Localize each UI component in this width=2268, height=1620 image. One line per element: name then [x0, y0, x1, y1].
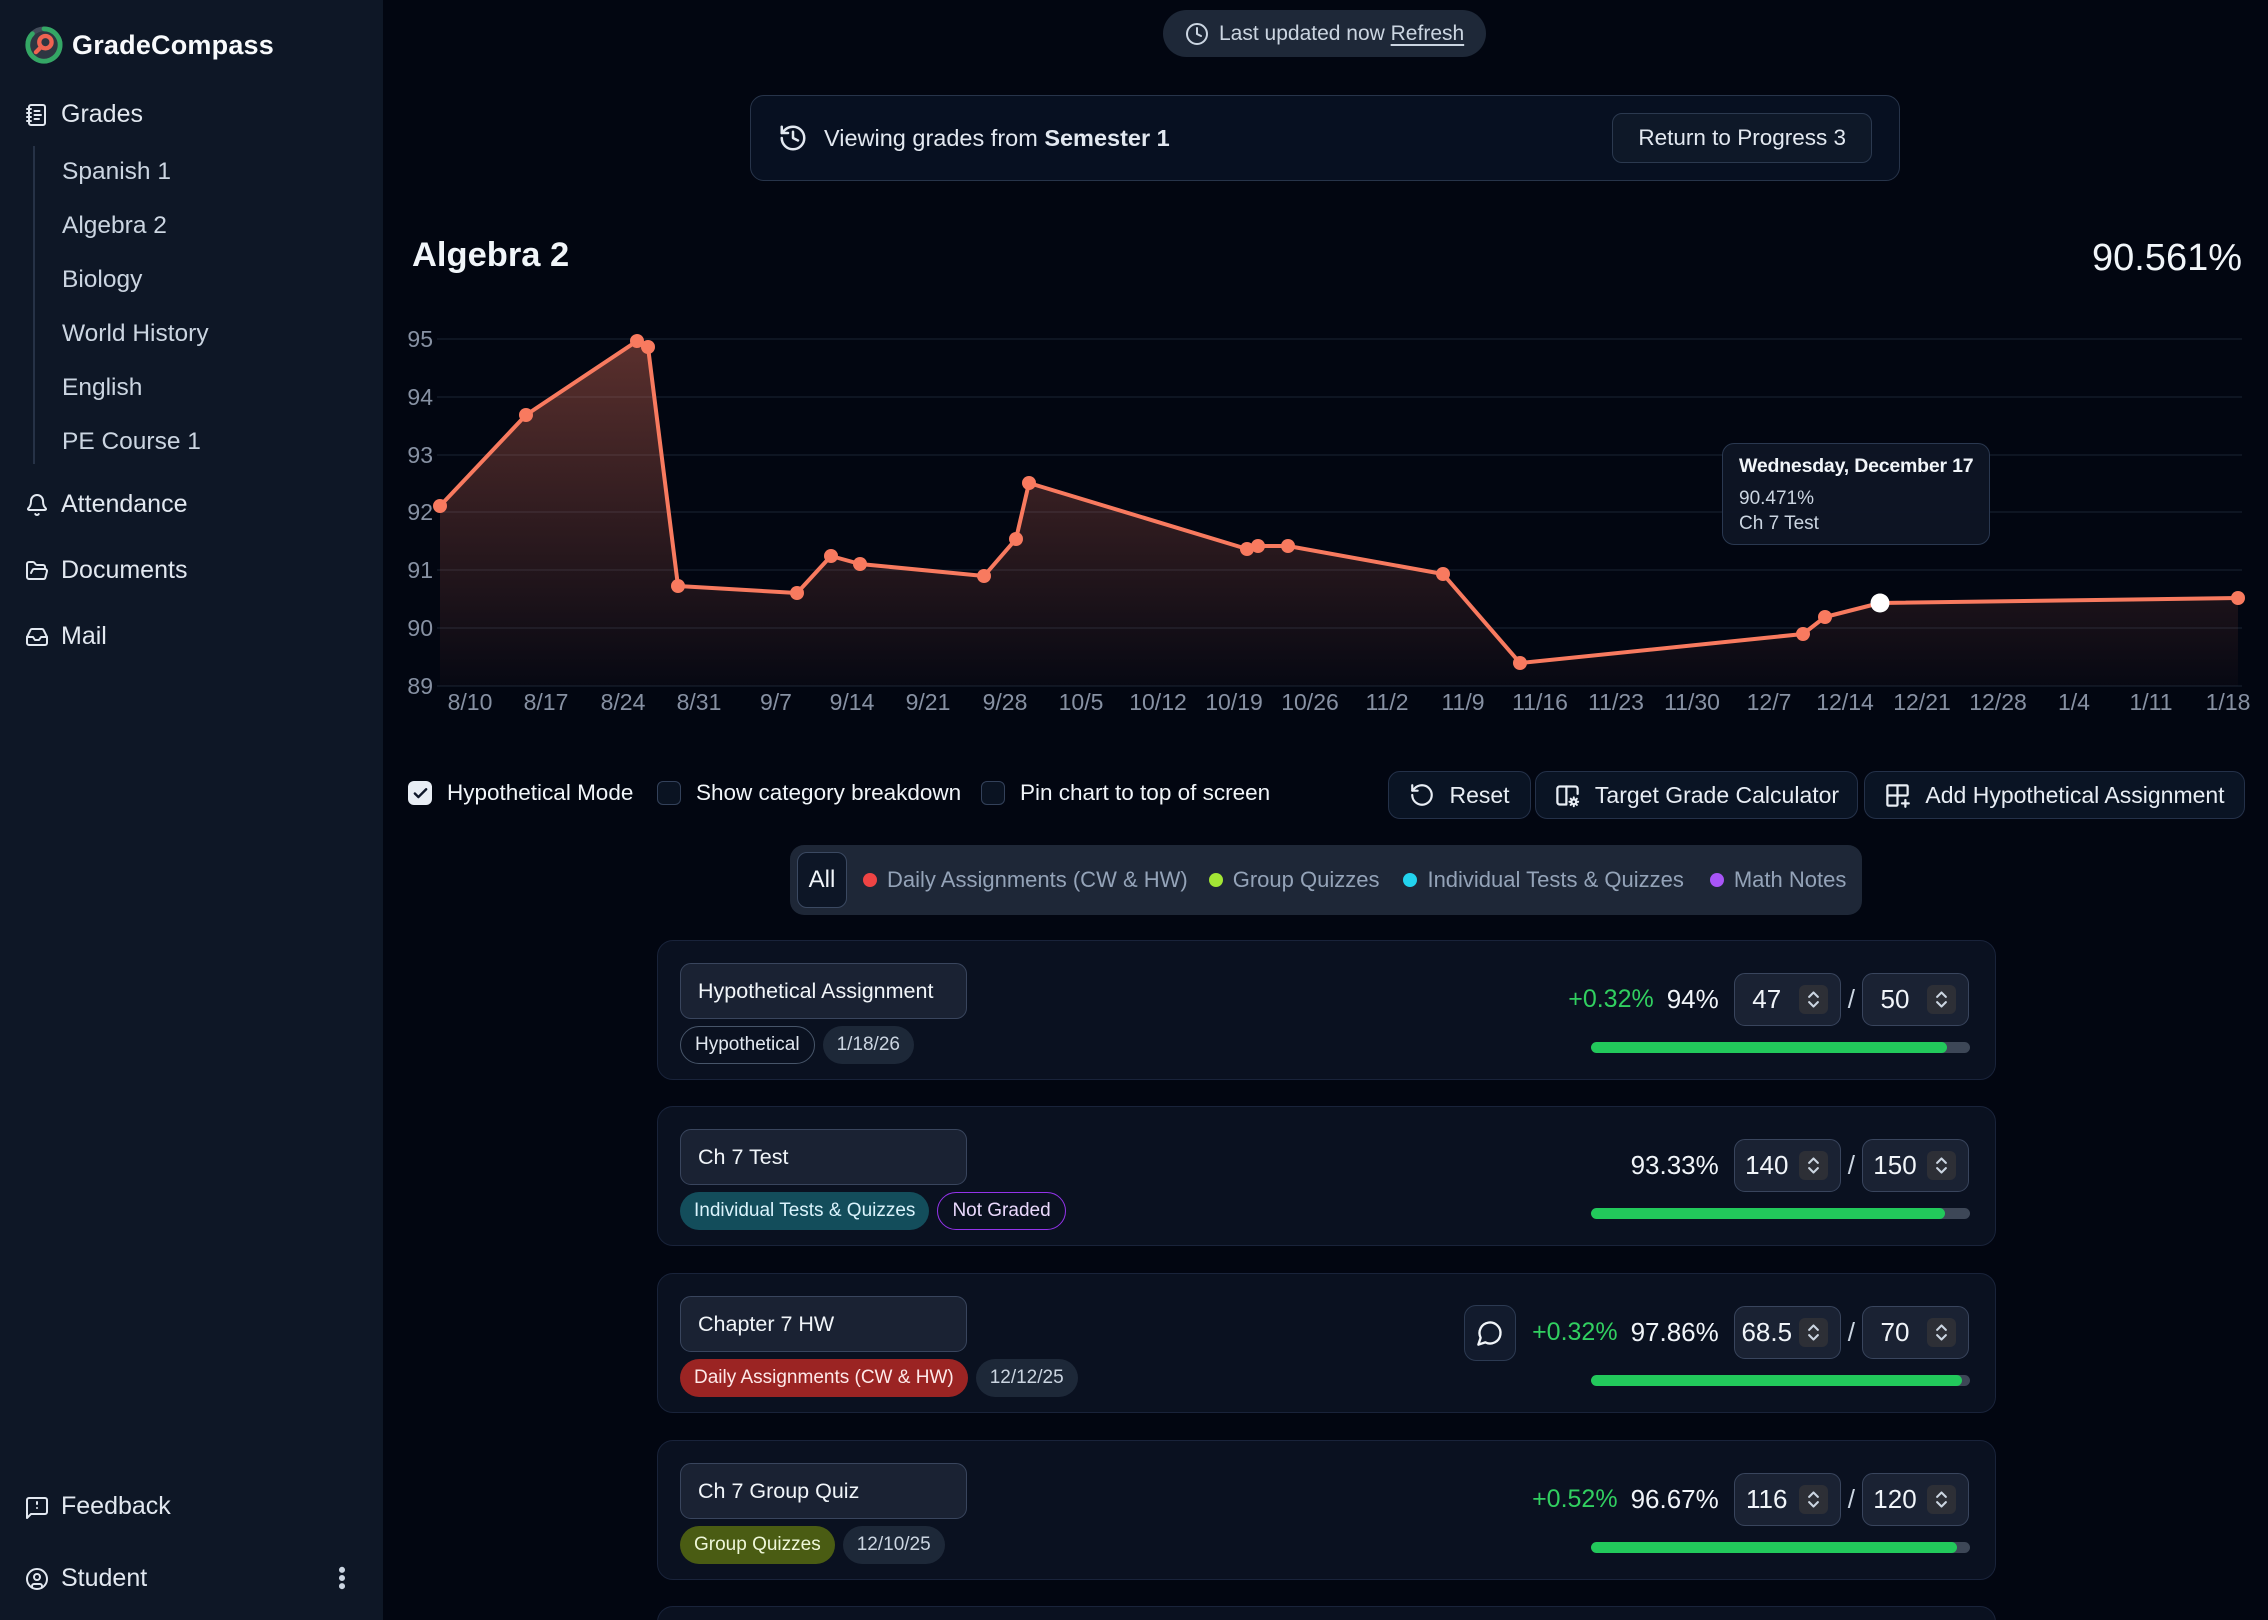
- svg-text:1/18: 1/18: [2206, 689, 2251, 715]
- svg-text:11/16: 11/16: [1512, 689, 1568, 715]
- svg-text:10/12: 10/12: [1129, 689, 1187, 715]
- svg-text:11/23: 11/23: [1588, 689, 1644, 715]
- svg-text:12/21: 12/21: [1893, 689, 1951, 715]
- svg-text:92: 92: [407, 499, 433, 525]
- svg-text:10/5: 10/5: [1059, 689, 1104, 715]
- svg-text:10/19: 10/19: [1205, 689, 1263, 715]
- svg-text:12/28: 12/28: [1969, 689, 2027, 715]
- svg-text:91: 91: [407, 557, 433, 583]
- svg-text:11/2: 11/2: [1365, 689, 1408, 715]
- svg-text:93: 93: [407, 442, 433, 468]
- svg-text:8/24: 8/24: [601, 689, 646, 715]
- svg-text:12/7: 12/7: [1747, 689, 1792, 715]
- svg-text:89: 89: [407, 673, 433, 699]
- svg-text:94: 94: [407, 384, 433, 410]
- svg-text:12/14: 12/14: [1816, 689, 1874, 715]
- svg-text:8/31: 8/31: [677, 689, 722, 715]
- svg-text:1/4: 1/4: [2058, 689, 2090, 715]
- svg-text:9/14: 9/14: [830, 689, 875, 715]
- svg-text:9/28: 9/28: [983, 689, 1028, 715]
- svg-text:9/21: 9/21: [906, 689, 951, 715]
- svg-text:11/30: 11/30: [1664, 689, 1720, 715]
- svg-text:90: 90: [407, 615, 433, 641]
- svg-text:9/7: 9/7: [760, 689, 792, 715]
- svg-text:10/26: 10/26: [1281, 689, 1339, 715]
- svg-text:95: 95: [407, 326, 433, 352]
- svg-text:1/11: 1/11: [2129, 689, 2172, 715]
- svg-text:8/17: 8/17: [524, 689, 569, 715]
- svg-text:8/10: 8/10: [448, 689, 493, 715]
- svg-text:11/9: 11/9: [1441, 689, 1484, 715]
